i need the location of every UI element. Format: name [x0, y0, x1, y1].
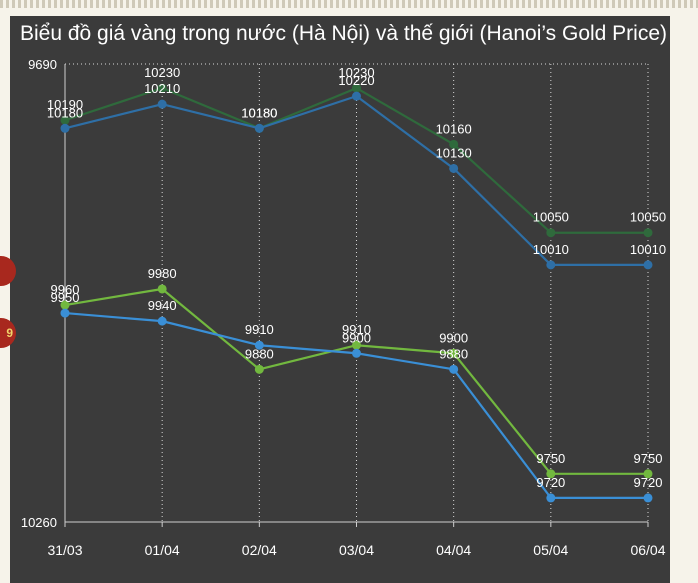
data-point	[60, 123, 70, 133]
y-tick-label: 10260	[21, 515, 57, 530]
data-label: 10220	[338, 73, 374, 88]
data-label: 10180	[241, 105, 277, 120]
data-point	[546, 228, 556, 238]
data-label: 10230	[144, 65, 180, 80]
data-point	[546, 469, 556, 479]
data-label: 10010	[630, 242, 666, 257]
data-point	[254, 364, 264, 374]
data-label: 10010	[533, 242, 569, 257]
data-point	[546, 493, 556, 503]
data-point	[352, 340, 361, 350]
data-point	[60, 308, 70, 318]
y-tick-label: 9690	[28, 57, 57, 72]
data-point	[60, 300, 70, 310]
data-label: 9980	[148, 266, 177, 281]
data-point	[643, 469, 653, 479]
x-tick-label: 02/04	[242, 542, 277, 558]
side-badge-2: 9	[0, 318, 16, 348]
data-label: 9910	[342, 322, 371, 337]
chart-panel	[10, 16, 670, 583]
chart-title: Biểu đồ giá vàng trong nước (Hà Nội) và …	[20, 22, 668, 45]
data-label: 10130	[436, 145, 472, 160]
data-label: 9750	[634, 451, 663, 466]
data-label: 9880	[439, 346, 468, 361]
data-point	[449, 139, 459, 149]
top-decorative-stripe	[0, 0, 698, 8]
data-point	[643, 228, 653, 238]
x-tick-label: 01/04	[145, 542, 180, 558]
data-label: 9950	[51, 290, 80, 305]
data-point	[352, 91, 361, 101]
data-label: 9910	[245, 322, 274, 337]
x-tick-label: 03/04	[339, 542, 374, 558]
data-point	[546, 260, 556, 270]
data-point	[254, 340, 264, 350]
x-tick-label: 31/03	[47, 542, 82, 558]
data-point	[449, 364, 459, 374]
data-label: 10210	[144, 81, 180, 96]
data-point	[157, 284, 167, 294]
data-point	[254, 123, 264, 133]
data-label: 10190	[47, 97, 83, 112]
data-point	[449, 348, 459, 358]
data-point	[643, 260, 653, 270]
x-tick-label: 04/04	[436, 542, 471, 558]
data-point	[643, 493, 653, 503]
data-point	[449, 163, 459, 173]
data-label: 10180	[47, 105, 83, 120]
data-label: 9960	[51, 282, 80, 297]
data-label: 10050	[630, 210, 666, 225]
side-badge-1	[0, 256, 16, 286]
data-label: 9750	[536, 451, 565, 466]
data-point	[60, 115, 70, 125]
data-point	[352, 83, 361, 93]
data-label: 9880	[245, 346, 274, 361]
data-point	[352, 348, 361, 358]
data-label: 10050	[533, 210, 569, 225]
data-label: 10230	[338, 65, 374, 80]
data-label: 9900	[439, 330, 468, 345]
data-point	[157, 99, 167, 109]
x-tick-label: 06/04	[630, 542, 665, 558]
data-label: 9900	[342, 330, 371, 345]
x-tick-label: 05/04	[533, 542, 568, 558]
data-point	[157, 316, 167, 326]
data-label: 10180	[241, 105, 277, 120]
data-point	[157, 83, 167, 93]
data-label: 9940	[148, 298, 177, 313]
data-label: 9720	[536, 475, 565, 490]
data-label: 10160	[436, 121, 472, 136]
data-label: 9720	[634, 475, 663, 490]
